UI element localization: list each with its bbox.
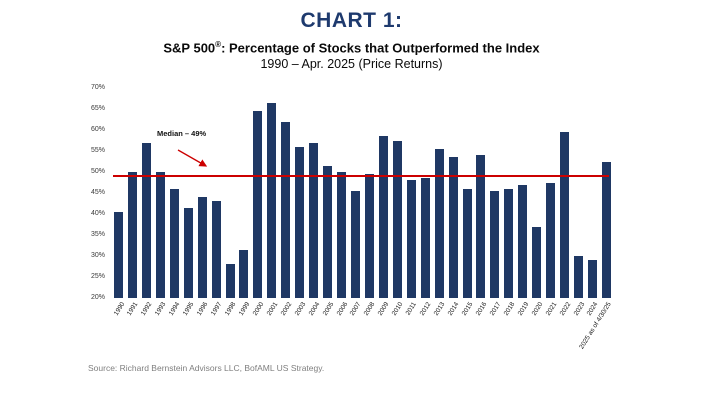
bar-2016 [476,155,486,298]
bar-2024 [587,260,597,298]
x-axis-label-2010: 2010 [391,301,405,317]
x-axis-label-2014: 2014 [446,301,461,317]
bar-2015 [462,188,472,298]
x-axis-label-2016: 2016 [474,301,489,317]
bar-1998 [225,264,235,298]
x-axis-label-2002: 2002 [279,301,294,317]
bar-1996 [197,197,207,298]
x-axis-label-2007: 2007 [349,301,363,317]
x-axis-label-1995: 1995 [181,301,196,317]
x-axis-label-2006: 2006 [335,301,349,317]
x-axis-label-2023: 2023 [572,301,586,317]
bar-2009 [378,136,388,298]
x-axis-label-2000: 2000 [251,301,266,317]
bar-2000 [253,111,263,298]
x-axis-label-2019: 2019 [516,301,531,317]
y-axis-tick-label-25: 25% [90,273,105,280]
median-line [113,174,609,178]
bar-2014 [448,157,458,298]
bar-2023 [574,256,584,298]
y-axis-tick-label-55: 55% [90,147,105,154]
x-axis-label-1997: 1997 [209,301,224,317]
x-axis-label-2005: 2005 [321,301,335,317]
y-axis-tick-label-70: 70% [90,84,105,91]
x-axis-label-2001: 2001 [265,301,280,317]
bar-2004 [309,142,319,298]
bar-2025-as-of-4-30-25 [601,161,611,298]
x-axis-label-2004: 2004 [307,301,322,317]
bar-2010 [392,140,402,298]
x-axis-label-2011: 2011 [404,301,419,317]
x-axis-label-1994: 1994 [168,301,182,317]
chart-title: S&P 500®: Percentage of Stocks that Outp… [0,40,703,55]
x-axis-label-2017: 2017 [488,301,503,317]
bar-2011 [406,180,416,298]
bar-2012 [420,178,430,298]
bar-2008 [364,174,374,298]
y-axis-tick-label-65: 65% [90,105,105,112]
median-annotation: Median – 49% [157,129,207,138]
y-axis-tick-label-35: 35% [90,231,105,238]
bar-2006 [337,172,347,298]
x-axis-label-1996: 1996 [195,301,210,317]
x-axis-label-2003: 2003 [293,301,308,317]
bar-2022 [560,132,570,298]
x-axis-label-2020: 2020 [530,301,545,317]
x-axis-label-2013: 2013 [432,301,447,317]
chart-title-rest: : Percentage of Stocks that Outperformed… [221,40,540,56]
bar-1992 [141,142,151,298]
x-axis-label-1998: 1998 [223,301,238,317]
bar-2019 [518,184,528,298]
median-arrow-icon [177,149,208,167]
y-axis-tick-label-45: 45% [90,189,105,196]
bar-1995 [183,207,193,298]
x-axis-label-1992: 1992 [140,301,154,317]
chart-subtitle: 1990 – Apr. 2025 (Price Returns) [260,57,443,71]
bar-2001 [267,102,277,298]
x-axis-label-1993: 1993 [154,301,168,317]
bar-2003 [295,146,305,298]
bar-1990 [114,211,123,298]
bar-1999 [239,249,249,298]
bar-2005 [323,165,333,298]
x-axis-label-2015: 2015 [460,301,475,317]
x-axis-label-2008: 2008 [363,301,377,317]
chart-label: CHART 1: [300,9,403,32]
bar-1997 [211,201,221,298]
source-note: Source: Richard Bernstein Advisors LLC, … [88,363,325,373]
x-axis-label-2022: 2022 [558,301,572,317]
x-axis-label-1990: 1990 [112,301,126,317]
x-axis-label-2021: 2021 [544,301,559,317]
x-axis-label-1991: 1991 [126,301,140,317]
bar-2013 [434,148,444,298]
bar-2018 [504,188,514,298]
bar-2017 [490,190,500,298]
bar-1991 [127,172,137,298]
registered-mark: ® [215,40,222,49]
x-axis-label-2009: 2009 [377,301,391,317]
bar-2020 [532,226,542,298]
bar-1994 [169,188,179,298]
bar-1993 [155,172,165,298]
bar-2007 [350,190,360,298]
y-axis-tick-label-40: 40% [90,210,105,217]
y-axis-tick-label-30: 30% [90,252,105,259]
x-axis-label-2012: 2012 [418,301,433,317]
bar-2021 [546,182,556,298]
y-axis-tick-label-60: 60% [90,126,105,133]
y-axis-tick-label-50: 50% [90,168,105,175]
bar-2002 [281,121,291,298]
x-axis-label-2018: 2018 [502,301,517,317]
y-axis-tick-label-20: 20% [90,294,105,301]
plot-area: 70% 65% 60% 55% 50% 45% 40% 35% 30% 25% 20% Median… [91,84,616,350]
chart-title-prefix: S&P 500 [163,40,216,56]
x-axis-label-1999: 1999 [237,301,252,317]
